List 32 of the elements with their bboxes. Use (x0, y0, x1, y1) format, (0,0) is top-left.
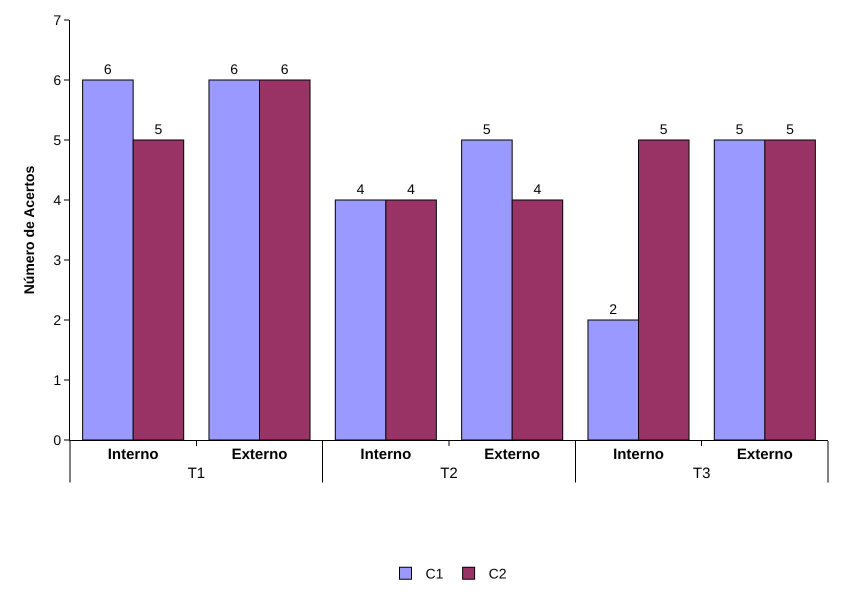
legend-label: C2 (488, 566, 507, 582)
data-label: 5 (660, 121, 668, 137)
data-label: 6 (104, 61, 112, 77)
data-label: 5 (482, 121, 491, 137)
text: T3 (692, 465, 710, 482)
x-tick-label: Externo (484, 446, 540, 463)
x-tick-label: Interno (108, 446, 159, 463)
data-label: 6 (280, 61, 289, 77)
y-tick-label: 0 (53, 432, 62, 448)
data-label: 5 (154, 121, 162, 137)
y-tick-label: 5 (53, 132, 62, 148)
text: T2 (440, 465, 458, 482)
data-label: 4 (533, 181, 542, 197)
data-label: 5 (736, 121, 744, 137)
data-label: 4 (407, 181, 416, 197)
text: T1 (188, 465, 206, 482)
y-axis-title: Número de Acertos (21, 165, 38, 294)
y-tick-label: 1 (53, 372, 62, 388)
legend-label: C1 (426, 566, 444, 582)
y-tick-label: 2 (53, 312, 62, 328)
data-label: 4 (356, 181, 365, 197)
x-tick-label: Interno (360, 446, 412, 463)
y-tick-label: 4 (53, 192, 62, 208)
y-tick-label: 7 (53, 12, 62, 28)
data-label: 2 (609, 301, 618, 317)
x-tick-label: Interno (613, 446, 664, 463)
data-label: 5 (786, 121, 794, 137)
y-tick-label: 6 (53, 72, 62, 88)
data-label: 6 (230, 61, 238, 77)
x-tick-label: Externo (736, 446, 793, 463)
y-tick-label: 3 (53, 252, 62, 268)
x-tick-label: Externo (232, 446, 288, 463)
